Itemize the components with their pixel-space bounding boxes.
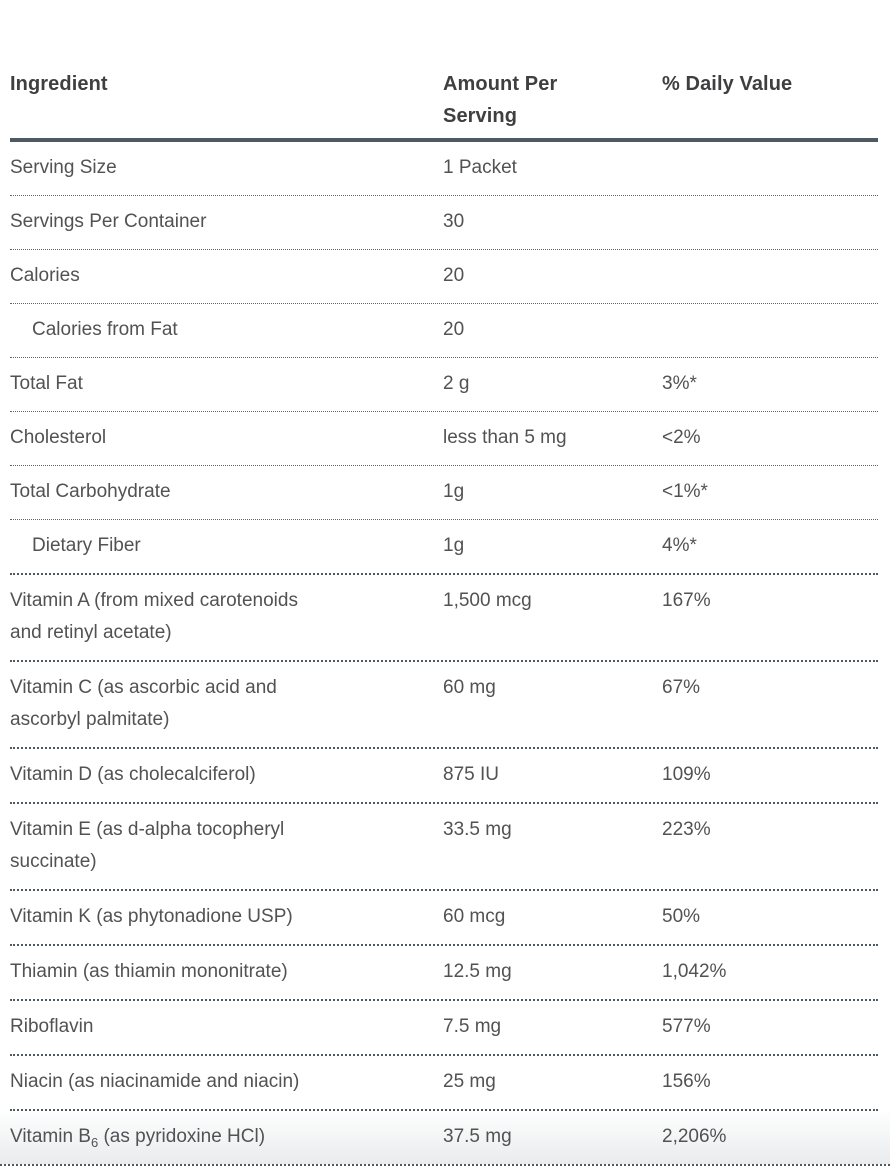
daily-value-cell: 1,042% [662,961,727,982]
table-row: Calories 20 [10,250,878,304]
amount-cell: 1g [443,535,465,556]
amount-cell: 60 mcg [443,906,506,927]
table-body: Serving Size 1 Packet Servings Per Conta… [0,142,890,1166]
table-row: Vitamin A (from mixed carotenoids and re… [10,575,878,662]
table-row: Calories from Fat 20 [10,304,878,358]
table-row: Vitamin E (as d-alpha tocopheryl succina… [10,804,878,891]
column-header-amount-per-serving: Amount Per Serving [443,73,558,127]
ingredient-cell: Vitamin D (as cholecalciferol) [10,764,256,785]
amount-cell: 33.5 mg [443,819,512,840]
daily-value-cell: <1%* [662,481,708,502]
ingredient-cell: Vitamin A (from mixed carotenoids and re… [10,590,298,643]
amount-cell: less than 5 mg [443,427,567,448]
amount-cell: 1 Packet [443,157,517,178]
daily-value-cell: 167% [662,590,711,611]
ingredient-cell: Serving Size [10,157,117,178]
ingredient-cell: Cholesterol [10,427,107,448]
column-header-daily-value: % Daily Value [662,73,793,95]
ingredient-cell: Vitamin C (as ascorbic acid and ascorbyl… [10,677,277,730]
ingredient-cell: Thiamin (as thiamin mononitrate) [10,961,288,982]
daily-value-cell [662,206,878,238]
table-row: Niacin (as niacinamide and niacin) 25 mg… [10,1056,878,1111]
daily-value-cell: 223% [662,819,711,840]
amount-cell: 1g [443,481,465,502]
amount-cell: 875 IU [443,764,499,785]
amount-cell: 25 mg [443,1071,496,1092]
daily-value-cell [662,260,878,292]
ingredient-cell: Vitamin B6 (as pyridoxine HCl) [10,1126,266,1150]
amount-cell: 20 [443,319,465,340]
table-row: Servings Per Container 30 [10,196,878,250]
daily-value-cell: 156% [662,1071,711,1092]
ingredient-cell: Vitamin K (as phytonadione USP) [10,906,293,927]
ingredient-cell: Total Fat [10,373,83,394]
table-header: Ingredient Amount Per Serving % Daily Va… [10,68,878,132]
amount-cell: 60 mg [443,677,496,698]
table-row: Cholesterol less than 5 mg <2% [10,412,878,466]
daily-value-cell [662,314,878,346]
daily-value-cell: 3%* [662,373,697,394]
table-row: Total Carbohydrate 1g <1%* [10,466,878,520]
amount-cell: 30 [443,211,465,232]
amount-cell: 1,500 mcg [443,590,532,611]
table-row: Dietary Fiber 1g 4%* [10,520,878,575]
daily-value-cell: 50% [662,906,701,927]
amount-cell: 20 [443,265,465,286]
ingredient-cell: Riboflavin [10,1016,94,1037]
daily-value-cell [662,152,878,184]
ingredient-cell: Dietary Fiber [32,535,141,556]
header-divider-rule [10,138,878,142]
amount-cell: 2 g [443,373,470,394]
table-row: Vitamin C (as ascorbic acid and ascorbyl… [10,662,878,749]
daily-value-cell: 67% [662,677,701,698]
daily-value-cell: 577% [662,1016,711,1037]
daily-value-cell: 4%* [662,535,697,556]
ingredient-cell: Vitamin E (as d-alpha tocopheryl succina… [10,819,285,872]
table-row: Serving Size 1 Packet [10,142,878,196]
column-header-ingredient: Ingredient [10,73,108,95]
ingredient-cell: Total Carbohydrate [10,481,171,502]
table-row: Riboflavin 7.5 mg 577% [10,1001,878,1056]
daily-value-cell: 2,206% [662,1126,727,1147]
ingredient-cell: Calories [10,265,80,286]
ingredient-cell: Calories from Fat [32,319,178,340]
amount-cell: 12.5 mg [443,961,512,982]
amount-cell: 37.5 mg [443,1126,512,1147]
ingredient-cell: Niacin (as niacinamide and niacin) [10,1071,300,1092]
amount-cell: 7.5 mg [443,1016,502,1037]
table-row: Vitamin D (as cholecalciferol) 875 IU 10… [10,749,878,804]
ingredient-cell: Servings Per Container [10,211,207,232]
daily-value-cell: <2% [662,427,701,448]
table-row: Thiamin (as thiamin mononitrate) 12.5 mg… [10,946,878,1001]
table-row: Vitamin K (as phytonadione USP) 60 mcg 5… [10,891,878,946]
table-row: Total Fat 2 g 3%* [10,358,878,412]
daily-value-cell: 109% [662,764,711,785]
table-row: Vitamin B6 (as pyridoxine HCl) 37.5 mg 2… [0,1111,890,1166]
